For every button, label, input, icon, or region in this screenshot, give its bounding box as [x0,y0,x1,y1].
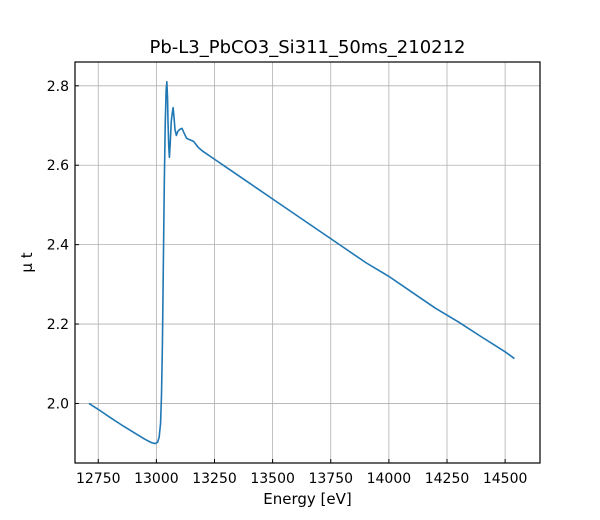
plot-area [88,81,515,445]
chart-title: Pb-L3_PbCO3_Si311_50ms_210212 [149,37,465,58]
x-tick-label: 13000 [134,471,179,487]
series-line [88,81,515,445]
x-tick-label: 12750 [76,471,121,487]
x-tick-label: 14500 [483,471,528,487]
x-axis: 12750 13000 13250 13500 13750 14000 14250 14500 [76,459,527,487]
y-tick-label: 2.0 [47,396,69,412]
y-axis: 2.0 2.2 2.4 2.6 2.8 [47,79,79,412]
y-tick-label: 2.2 [47,317,69,333]
x-tick-label: 14250 [425,471,470,487]
y-tick-label: 2.4 [47,238,69,254]
y-tick-label: 2.8 [47,79,69,95]
x-tick-label: 14000 [367,471,412,487]
y-axis-label: μ t [18,252,36,272]
y-tick-label: 2.6 [47,158,69,174]
axes-frame [74,61,541,464]
x-tick-label: 13750 [308,471,353,487]
x-tick-label: 13250 [192,471,237,487]
x-tick-label: 13500 [250,471,295,487]
x-axis-label: Energy [eV] [263,490,351,508]
